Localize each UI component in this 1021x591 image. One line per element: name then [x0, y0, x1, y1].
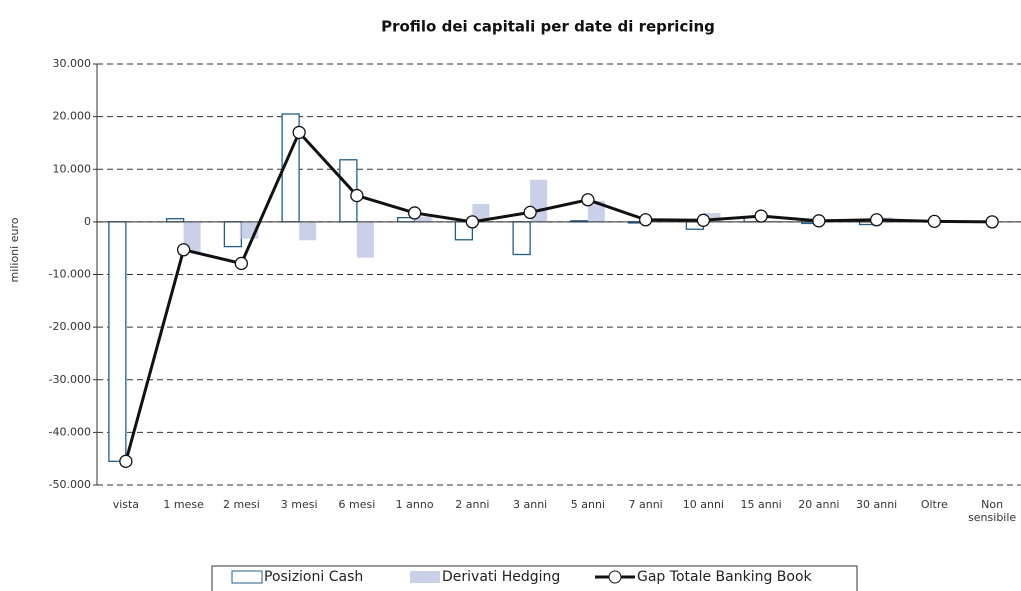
y-tick-label: -20.000 — [49, 320, 91, 333]
x-tick-label: 10 anni — [683, 498, 724, 511]
y-tick-label: -50.000 — [49, 478, 91, 491]
line-marker — [754, 209, 768, 223]
y-tick-label: -40.000 — [49, 425, 91, 438]
x-tick-label: 20 anni — [798, 498, 839, 511]
y-tick-label: 10.000 — [53, 162, 92, 175]
line-marker — [407, 206, 422, 220]
x-tick-label: 3 anni — [513, 498, 547, 511]
legend-label: Gap Totale Banking Book — [637, 569, 813, 585]
x-tick-label: 1 mese — [163, 498, 204, 511]
legend-swatch — [410, 571, 440, 583]
bar — [512, 221, 531, 256]
y-tick-label: 30.000 — [53, 57, 92, 70]
line-marker — [465, 215, 480, 229]
line — [124, 129, 993, 462]
line-marker — [350, 188, 364, 203]
legend-label: Posizioni Cash — [264, 569, 363, 585]
legend-label: Derivati Hedging — [442, 569, 560, 585]
bar — [356, 221, 374, 258]
line-marker — [638, 213, 653, 227]
line-marker — [581, 193, 595, 207]
bar — [299, 221, 317, 241]
line-marker — [523, 205, 537, 220]
chart-title: Profilo dei capitali per date di reprici… — [381, 18, 715, 36]
y-tick-label: 20.000 — [53, 110, 92, 123]
line-marker — [292, 125, 306, 140]
line-marker — [234, 256, 249, 271]
x-tick-label: 5 anni — [571, 498, 605, 511]
bar — [414, 216, 432, 222]
y-tick-label: -10.000 — [49, 268, 91, 281]
line-marker — [869, 213, 884, 227]
bar — [223, 221, 243, 248]
x-tick-label: 2 mesi — [223, 498, 260, 511]
x-tick-label: 2 anni — [455, 498, 489, 511]
line-marker — [812, 214, 826, 228]
line-marker — [696, 213, 711, 227]
x-tick-label: 30 anni — [856, 498, 897, 511]
x-tick-label: Non sensibile — [968, 498, 1016, 524]
x-tick-label: 7 anni — [629, 498, 663, 511]
x-tick-label: vista — [113, 498, 139, 511]
x-tick-label: 6 mesi — [338, 498, 375, 511]
line-marker — [176, 243, 191, 257]
x-tick-label: 15 anni — [741, 498, 782, 511]
bar — [703, 212, 721, 222]
bar — [587, 200, 605, 222]
x-tick-label: 1 anno — [396, 498, 434, 511]
y-axis-label: milioni euro — [8, 217, 21, 282]
bar — [108, 221, 127, 462]
legend-box — [211, 565, 858, 591]
legend-swatch — [608, 570, 622, 584]
legend-swatch — [231, 570, 263, 584]
y-tick-label: -30.000 — [49, 373, 91, 386]
line-marker — [985, 215, 999, 229]
line-marker — [119, 454, 133, 468]
bar — [761, 220, 779, 222]
line-marker — [927, 214, 942, 228]
y-tick-label: 0 — [84, 215, 91, 228]
x-tick-label: 3 mesi — [281, 498, 318, 511]
x-tick-label: Oltre — [921, 498, 948, 511]
